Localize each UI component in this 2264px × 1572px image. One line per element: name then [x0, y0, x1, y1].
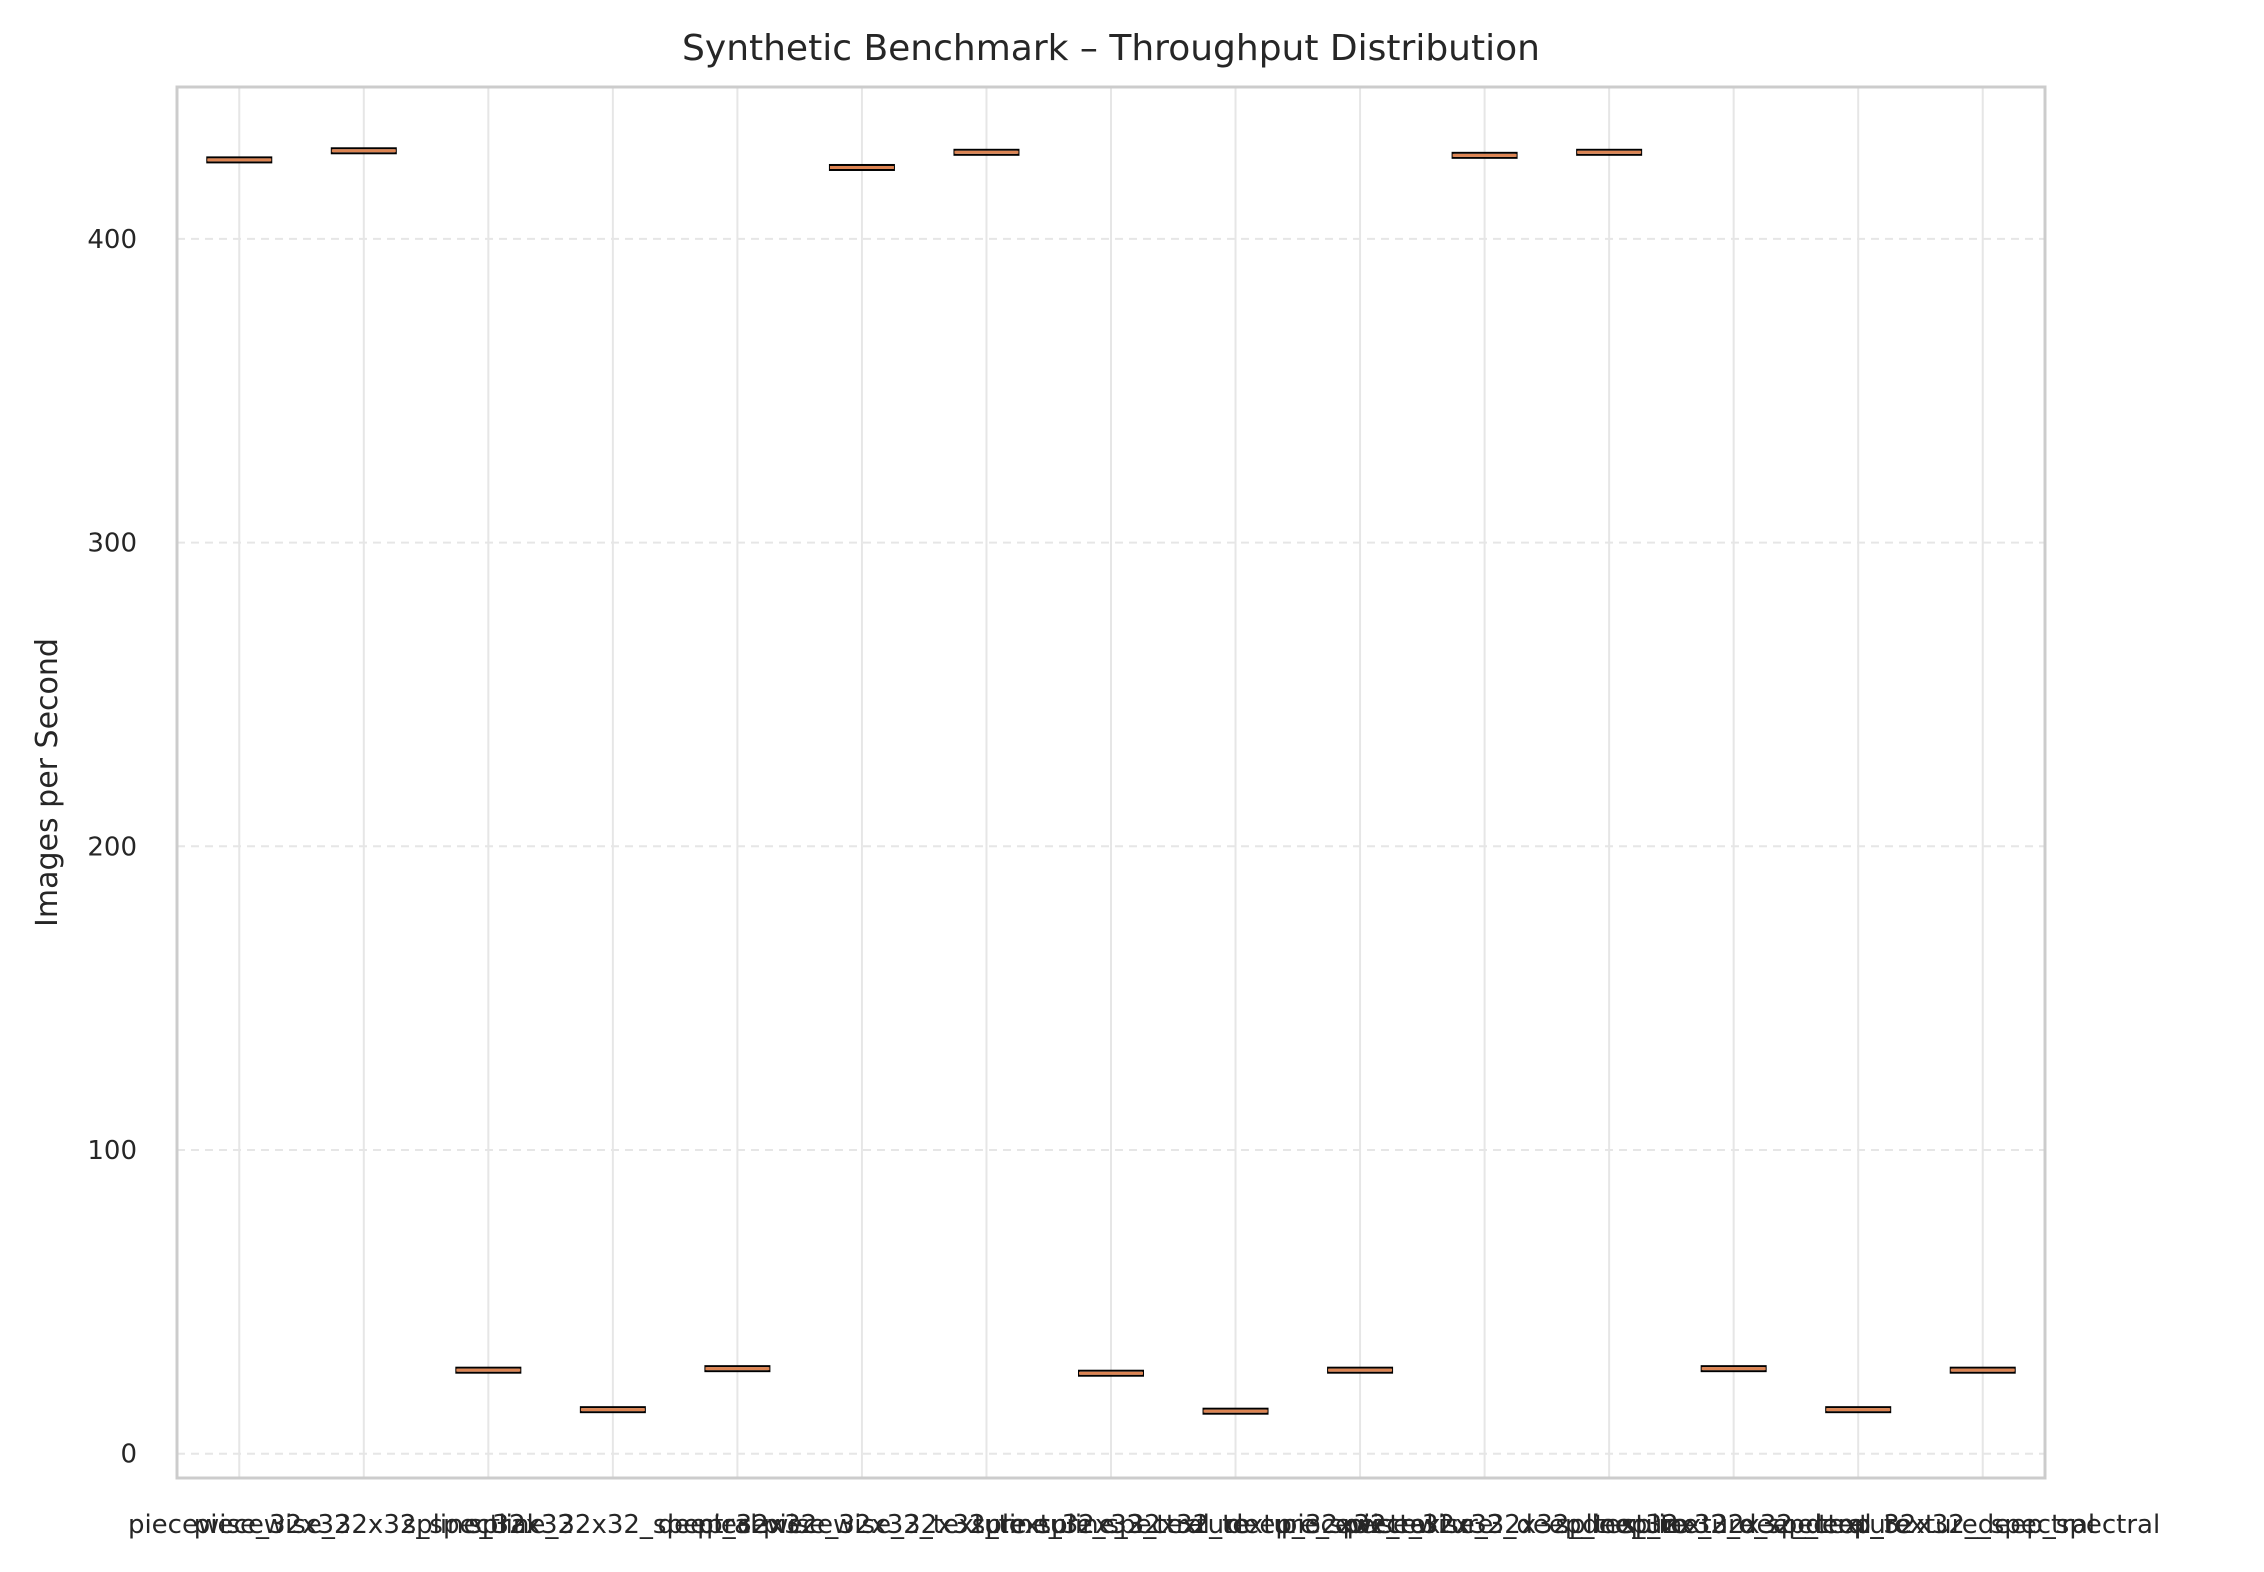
- x-tick-label: piecewise_32x32_spectral: [194, 1510, 534, 1540]
- x-tick-label: spline_32x32: [403, 1510, 575, 1540]
- x-tick-label: spline_32x32_spectral: [468, 1510, 757, 1540]
- x-tick-label: deep_32x32_texture: [1227, 1510, 1493, 1540]
- x-tick-labels: piecewise_32x32piecewise_32x32_spectrals…: [128, 1510, 2160, 1540]
- box-plot: [1451, 151, 1518, 159]
- x-tick-label: deep_32x32: [658, 1510, 818, 1540]
- box-plot: [206, 156, 273, 164]
- plot-frame: [175, 85, 2047, 1480]
- y-axis-label: Images per Second: [30, 638, 65, 927]
- box-plot: [1576, 148, 1643, 156]
- chart-title: Synthetic Benchmark – Throughput Distrib…: [682, 28, 1540, 69]
- y-tick-label: 0: [120, 1440, 137, 1470]
- y-tick-labels: 0 100 200 300 400: [87, 225, 137, 1470]
- box-plot: [953, 148, 1020, 156]
- box-plot: [579, 1406, 646, 1414]
- box-plot: [1078, 1369, 1144, 1377]
- box-plot: [1825, 1406, 1892, 1414]
- x-tick-label: spline_32x32_deep_texture_spectral: [1621, 1510, 2095, 1540]
- x-tick-label: deep_32x32_deep_spectral: [1805, 1510, 2160, 1540]
- box-plot: [330, 147, 397, 155]
- box-plot: [1700, 1365, 1767, 1373]
- y-tick-label: 200: [87, 832, 137, 862]
- box-plot: [704, 1365, 771, 1373]
- x-tick-label: spline_32x32_texture: [972, 1510, 1250, 1540]
- box-plot: [1202, 1407, 1269, 1415]
- box-plot: [455, 1366, 522, 1374]
- y-tick-label: 100: [87, 1136, 137, 1166]
- y-tick-label: 400: [87, 225, 137, 255]
- box-plot: [1327, 1366, 1394, 1374]
- x-tick-label: piecewise_32x32_deep_texture: [1281, 1510, 1689, 1540]
- x-tick-label: piecewise_32x32: [128, 1510, 351, 1540]
- x-tick-label: piecewise_32x32_texture: [697, 1510, 1027, 1540]
- box-plot: [1949, 1366, 2016, 1374]
- x-tick-label: spline_32x32_deep_texture: [1555, 1510, 1911, 1540]
- x-tick-label: piecewise_32x32_texture_spectral: [763, 1510, 1210, 1540]
- y-tick-label: 300: [87, 529, 137, 559]
- box-plot: [828, 163, 895, 171]
- grid-lines: [177, 87, 2045, 1478]
- x-tick-label: piecewise_32x32_deep_texture_spectral: [1347, 1510, 1872, 1540]
- box-plots: [206, 147, 2016, 1415]
- x-tick-label: spline_32x32_texture_spectral: [1038, 1510, 1434, 1540]
